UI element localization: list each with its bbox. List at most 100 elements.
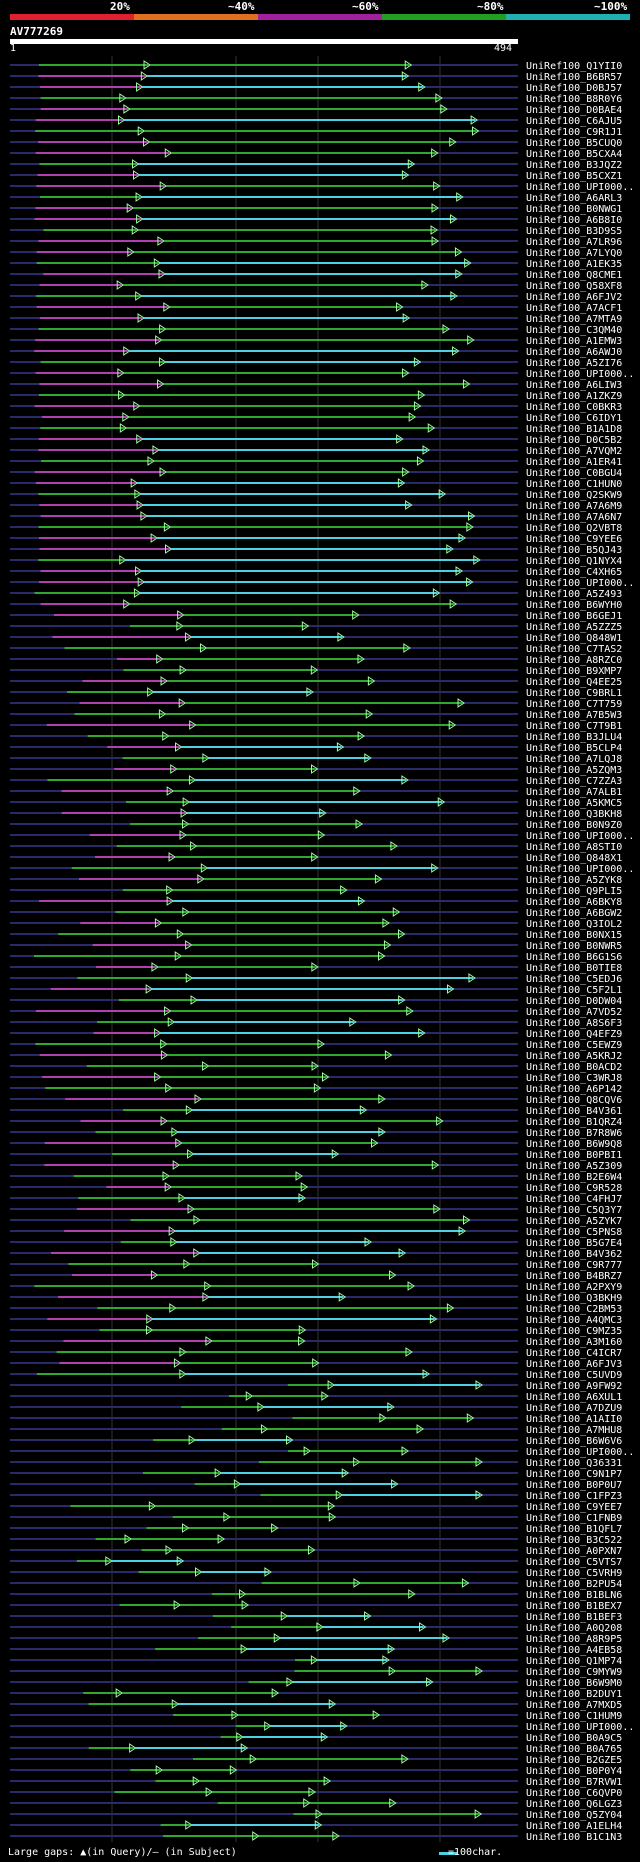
hit-label[interactable]: UniRef100_A4EB58 xyxy=(526,1645,622,1656)
hit-label[interactable]: UniRef100_B5CXA4 xyxy=(526,149,622,160)
hit-label[interactable]: UniRef100_C5F2L1 xyxy=(526,985,622,996)
hit-label[interactable]: UniRef100_Q3BKH8 xyxy=(526,809,622,820)
hit-label[interactable]: UniRef100_C6IDY1 xyxy=(526,413,622,424)
hit-label[interactable]: UniRef100_B3JQZ2 xyxy=(526,160,622,171)
hit-label[interactable]: UniRef100_A5ZQM3 xyxy=(526,765,622,776)
hit-label[interactable]: UniRef100_A6XUL1 xyxy=(526,1392,622,1403)
hit-label[interactable]: UniRef100_C1FPZ3 xyxy=(526,1491,622,1502)
hit-label[interactable]: UniRef100_B7RVW1 xyxy=(526,1777,622,1788)
hit-label[interactable]: UniRef100_A7VQM2 xyxy=(526,446,622,457)
hit-label[interactable]: UniRef100_B0TIE8 xyxy=(526,963,622,974)
hit-label[interactable]: UniRef100_A7LR96 xyxy=(526,237,622,248)
hit-label[interactable]: UniRef100_A6B8I0 xyxy=(526,215,622,226)
hit-label[interactable]: UniRef100_C2BM53 xyxy=(526,1304,622,1315)
hit-label[interactable]: UniRef100_Q2VBT8 xyxy=(526,523,622,534)
hit-label[interactable]: UniRef100_B5QJ43 xyxy=(526,545,622,556)
hit-label[interactable]: UniRef100_A7A6M9 xyxy=(526,501,622,512)
hit-label[interactable]: UniRef100_Q4EE25 xyxy=(526,677,622,688)
hit-label[interactable]: UniRef100_B3JLU4 xyxy=(526,732,622,743)
hit-label[interactable]: UniRef100_Q4EFZ9 xyxy=(526,1029,622,1040)
hit-label[interactable]: UniRef100_Q3IOL2 xyxy=(526,919,622,930)
hit-label[interactable]: UniRef100_C5PNS8 xyxy=(526,1227,622,1238)
hit-label[interactable]: UniRef100_Q9PLI5 xyxy=(526,886,622,897)
hit-label[interactable]: UniRef100_A6AWJ0 xyxy=(526,347,622,358)
hit-label[interactable]: UniRef100_A6ARL3 xyxy=(526,193,622,204)
hit-label[interactable]: UniRef100_A8S6F3 xyxy=(526,1018,622,1029)
hit-label[interactable]: UniRef100_B0ACD2 xyxy=(526,1062,622,1073)
hit-label[interactable]: UniRef100_UPI000.. xyxy=(526,864,634,875)
hit-label[interactable]: UniRef100_C6QVP0 xyxy=(526,1788,622,1799)
hit-label[interactable]: UniRef100_B1BEF3 xyxy=(526,1612,622,1623)
hit-label[interactable]: UniRef100_A5KMC5 xyxy=(526,798,622,809)
hit-label[interactable]: UniRef100_Q1MP74 xyxy=(526,1656,622,1667)
hit-label[interactable]: UniRef100_C0BGU4 xyxy=(526,468,622,479)
hit-label[interactable]: UniRef100_A7ACF1 xyxy=(526,303,622,314)
hit-label[interactable]: UniRef100_UPI000.. xyxy=(526,1722,634,1733)
hit-label[interactable]: UniRef100_B0A765 xyxy=(526,1744,622,1755)
hit-label[interactable]: UniRef100_UPI000.. xyxy=(526,831,634,842)
hit-label[interactable]: UniRef100_C4XH65 xyxy=(526,567,622,578)
hit-label[interactable]: UniRef100_Q6LGZ3 xyxy=(526,1799,622,1810)
hit-label[interactable]: UniRef100_A7B5W3 xyxy=(526,710,622,721)
hit-label[interactable]: UniRef100_C5VTS7 xyxy=(526,1557,622,1568)
hit-label[interactable]: UniRef100_A7A6N7 xyxy=(526,512,622,523)
hit-label[interactable]: UniRef100_B0P0Y4 xyxy=(526,1766,622,1777)
hit-label[interactable]: UniRef100_A7ALB1 xyxy=(526,787,622,798)
hit-label[interactable]: UniRef100_C0BKR3 xyxy=(526,402,622,413)
hit-label[interactable]: UniRef100_A5ZZZ5 xyxy=(526,622,622,633)
hit-label[interactable]: UniRef100_B0NX15 xyxy=(526,930,622,941)
hit-label[interactable]: UniRef100_A1EMW3 xyxy=(526,336,622,347)
hit-label[interactable]: UniRef100_A5Z309 xyxy=(526,1161,622,1172)
hit-label[interactable]: UniRef100_A3M160 xyxy=(526,1337,622,1348)
hit-label[interactable]: UniRef100_Q36331 xyxy=(526,1458,622,1469)
hit-label[interactable]: UniRef100_C9N1P7 xyxy=(526,1469,622,1480)
hit-label[interactable]: UniRef100_B8R0Y6 xyxy=(526,94,622,105)
hit-label[interactable]: UniRef100_C9YEE6 xyxy=(526,534,622,545)
hit-label[interactable]: UniRef100_Q1NYX4 xyxy=(526,556,622,567)
hit-label[interactable]: UniRef100_Q8CQV6 xyxy=(526,1095,622,1106)
hit-label[interactable]: UniRef100_Q8CME1 xyxy=(526,270,622,281)
hit-label[interactable]: UniRef100_B6GEJ1 xyxy=(526,611,622,622)
hit-label[interactable]: UniRef100_D0BJ57 xyxy=(526,83,622,94)
hit-label[interactable]: UniRef100_C7ZZA3 xyxy=(526,776,622,787)
hit-label[interactable]: UniRef100_B9XMP7 xyxy=(526,666,622,677)
hit-label[interactable]: UniRef100_Q2SKW9 xyxy=(526,490,622,501)
hit-label[interactable]: UniRef100_C9R777 xyxy=(526,1260,622,1271)
hit-label[interactable]: UniRef100_A6P142 xyxy=(526,1084,622,1095)
hit-label[interactable]: UniRef100_A6FJV3 xyxy=(526,1359,622,1370)
hit-label[interactable]: UniRef100_C9BRL1 xyxy=(526,688,622,699)
hit-label[interactable]: UniRef100_A7VD52 xyxy=(526,1007,622,1018)
hit-label[interactable]: UniRef100_B3D9S5 xyxy=(526,226,622,237)
hit-label[interactable]: UniRef100_A5KRJ2 xyxy=(526,1051,622,1062)
hit-label[interactable]: UniRef100_C1FNB9 xyxy=(526,1513,622,1524)
hit-label[interactable]: UniRef100_B4BRZ7 xyxy=(526,1271,622,1282)
hit-label[interactable]: UniRef100_A5ZI76 xyxy=(526,358,622,369)
hit-label[interactable]: UniRef100_B6BR57 xyxy=(526,72,622,83)
hit-label[interactable]: UniRef100_UPI000.. xyxy=(526,1447,634,1458)
hit-label[interactable]: UniRef100_C5Q3Y7 xyxy=(526,1205,622,1216)
hit-label[interactable]: UniRef100_C9MZ35 xyxy=(526,1326,622,1337)
hit-label[interactable]: UniRef100_A6FJV2 xyxy=(526,292,622,303)
hit-label[interactable]: UniRef100_B1C1N3 xyxy=(526,1832,622,1842)
hit-label[interactable]: UniRef100_B0P0U7 xyxy=(526,1480,622,1491)
hit-label[interactable]: UniRef100_A8STI0 xyxy=(526,842,622,853)
hit-label[interactable]: UniRef100_A0PXN7 xyxy=(526,1546,622,1557)
hit-label[interactable]: UniRef100_A1EK35 xyxy=(526,259,622,270)
hit-label[interactable]: UniRef100_Q58XF8 xyxy=(526,281,622,292)
hit-label[interactable]: UniRef100_B7R8W6 xyxy=(526,1128,622,1139)
hit-label[interactable]: UniRef100_B5CUQ0 xyxy=(526,138,622,149)
hit-label[interactable]: UniRef100_A8R9P5 xyxy=(526,1634,622,1645)
hit-label[interactable]: UniRef100_C7TAS2 xyxy=(526,644,622,655)
hit-label[interactable]: UniRef100_A5Z493 xyxy=(526,589,622,600)
hit-label[interactable]: UniRef100_D0BAE4 xyxy=(526,105,622,116)
hit-label[interactable]: UniRef100_B1QRZ4 xyxy=(526,1117,622,1128)
hit-label[interactable]: UniRef100_C1HUM9 xyxy=(526,1711,622,1722)
hit-label[interactable]: UniRef100_A5ZYK8 xyxy=(526,875,622,886)
hit-label[interactable]: UniRef100_C5EDJ6 xyxy=(526,974,622,985)
hit-label[interactable]: UniRef100_Q848W1 xyxy=(526,633,622,644)
hit-label[interactable]: UniRef100_A2PXY9 xyxy=(526,1282,622,1293)
hit-label[interactable]: UniRef100_B1A1D8 xyxy=(526,424,622,435)
hit-label[interactable]: UniRef100_A1ELH4 xyxy=(526,1821,622,1832)
hit-label[interactable]: UniRef100_B2PU54 xyxy=(526,1579,622,1590)
hit-label[interactable]: UniRef100_B6W9M0 xyxy=(526,1678,622,1689)
